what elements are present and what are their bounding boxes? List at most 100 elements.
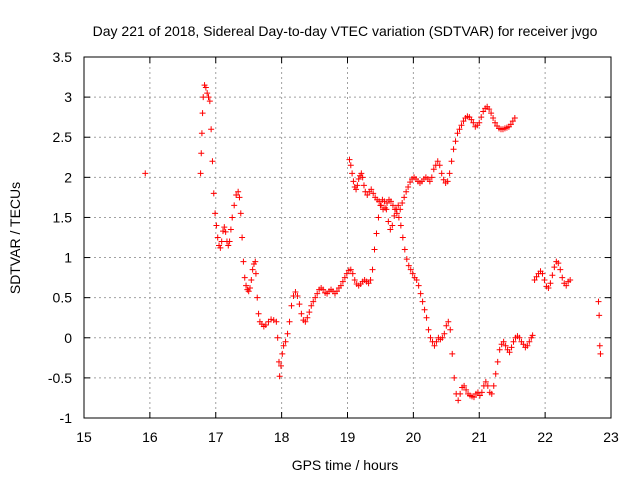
data-point: [399, 200, 406, 207]
data-point: [364, 191, 371, 198]
data-point: [387, 226, 394, 233]
data-point: [204, 90, 211, 97]
data-point: [142, 170, 149, 177]
data-point: [393, 210, 400, 217]
data-point: [480, 108, 487, 115]
data-point: [441, 330, 448, 337]
data-point: [347, 266, 354, 273]
data-point: [389, 202, 396, 209]
data-point: [222, 228, 229, 235]
data-point: [407, 179, 414, 186]
x-tick-label: 23: [603, 429, 619, 445]
data-point: [531, 277, 538, 284]
x-tick-label: 17: [208, 429, 224, 445]
data-point: [421, 306, 428, 313]
data-point: [447, 326, 454, 333]
data-point: [458, 122, 465, 129]
data-point: [225, 242, 232, 249]
data-point: [539, 270, 546, 277]
x-tick-label: 15: [76, 429, 92, 445]
data-point: [359, 174, 366, 181]
data-point: [371, 246, 378, 253]
data-point: [440, 176, 447, 183]
data-point: [245, 288, 252, 295]
data-point: [529, 332, 536, 339]
data-point: [306, 309, 313, 316]
data-point: [478, 389, 485, 396]
x-tick-label: 19: [340, 429, 356, 445]
data-point: [369, 266, 376, 273]
data-point: [427, 334, 434, 341]
data-point: [545, 285, 552, 292]
y-tick-label: 3: [64, 89, 72, 105]
data-point: [308, 302, 315, 309]
data-point: [563, 282, 570, 289]
data-point: [249, 266, 256, 273]
data-point: [376, 198, 383, 205]
data-point: [468, 116, 475, 123]
data-point: [310, 298, 317, 305]
data-point: [492, 370, 499, 377]
data-point: [209, 158, 216, 165]
data-point: [555, 260, 562, 267]
data-point: [456, 126, 463, 133]
data-point: [333, 288, 340, 295]
data-point: [389, 222, 396, 229]
data-point: [524, 342, 531, 349]
data-point: [210, 190, 217, 197]
data-point: [198, 130, 205, 137]
data-point: [292, 289, 299, 296]
data-point: [286, 318, 293, 325]
data-point: [268, 316, 275, 323]
y-tick-label: 0.5: [53, 290, 73, 306]
data-point: [488, 390, 495, 397]
data-point: [541, 277, 548, 284]
data-point: [502, 342, 509, 349]
data-point: [470, 119, 477, 126]
data-point: [405, 262, 412, 269]
data-point: [520, 341, 527, 348]
data-point: [248, 277, 255, 284]
data-point: [276, 373, 283, 380]
data-point: [302, 318, 309, 325]
data-point: [280, 342, 287, 349]
data-point: [279, 350, 286, 357]
data-point: [320, 286, 327, 293]
data-point: [403, 256, 410, 263]
data-point: [506, 349, 513, 356]
data-point: [428, 174, 435, 181]
data-point: [240, 258, 247, 265]
data-point: [526, 338, 533, 345]
data-point: [343, 270, 350, 277]
data-point: [510, 338, 517, 345]
data-point: [417, 290, 424, 297]
data-point: [443, 322, 450, 329]
data-point: [346, 156, 353, 163]
data-point: [455, 397, 462, 404]
data-point: [430, 166, 437, 173]
data-point: [236, 194, 243, 201]
data-point: [478, 114, 485, 121]
data-point: [277, 362, 284, 369]
y-tick-label: 2: [64, 169, 72, 185]
data-point: [395, 214, 402, 221]
x-tick-label: 20: [406, 429, 422, 445]
y-tick-label: 2.5: [53, 129, 73, 145]
data-point: [454, 130, 461, 137]
data-point: [226, 238, 233, 245]
data-points: [142, 82, 604, 404]
data-point: [403, 188, 410, 195]
data-point: [365, 280, 372, 287]
data-point: [448, 158, 455, 165]
data-point: [339, 278, 346, 285]
data-point: [198, 150, 205, 157]
data-point: [360, 182, 367, 189]
data-point: [387, 198, 394, 205]
data-point: [218, 238, 225, 245]
data-point: [551, 264, 558, 271]
series-track_c: [531, 258, 574, 292]
data-point: [549, 272, 556, 279]
data-point: [219, 228, 226, 235]
data-point: [436, 162, 443, 169]
data-point: [373, 230, 380, 237]
